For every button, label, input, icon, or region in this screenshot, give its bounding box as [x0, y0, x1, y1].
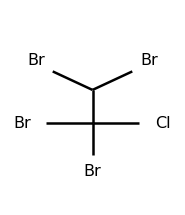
Text: Br: Br — [84, 164, 101, 179]
Text: Br: Br — [13, 116, 31, 131]
Text: Br: Br — [27, 53, 45, 68]
Text: Br: Br — [140, 53, 158, 68]
Text: Cl: Cl — [155, 116, 171, 131]
